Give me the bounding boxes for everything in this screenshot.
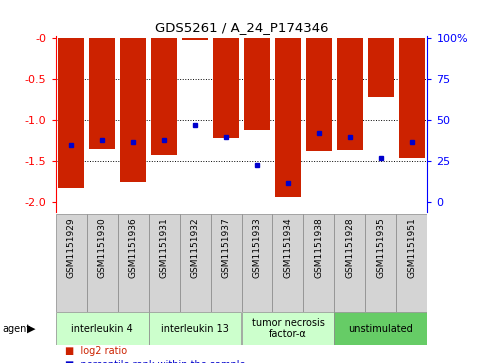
Bar bbox=[211, 214, 242, 312]
Bar bbox=[242, 312, 334, 345]
Bar bbox=[56, 312, 149, 345]
Bar bbox=[58, 38, 84, 188]
Bar bbox=[334, 312, 427, 345]
Text: GSM1151930: GSM1151930 bbox=[98, 217, 107, 278]
Text: GSM1151933: GSM1151933 bbox=[253, 217, 261, 278]
Bar bbox=[117, 214, 149, 312]
Bar bbox=[397, 214, 427, 312]
Bar bbox=[368, 38, 394, 97]
Bar bbox=[151, 38, 177, 155]
Title: GDS5261 / A_24_P174346: GDS5261 / A_24_P174346 bbox=[155, 21, 328, 34]
Text: GSM1151931: GSM1151931 bbox=[159, 217, 169, 278]
Bar bbox=[120, 38, 146, 182]
Text: GSM1151934: GSM1151934 bbox=[284, 217, 293, 278]
Bar bbox=[56, 214, 86, 312]
Text: GSM1151937: GSM1151937 bbox=[222, 217, 230, 278]
Bar bbox=[366, 214, 397, 312]
Text: tumor necrosis
factor-α: tumor necrosis factor-α bbox=[252, 318, 325, 339]
Bar bbox=[89, 38, 115, 149]
Bar bbox=[306, 38, 332, 151]
Bar bbox=[242, 214, 272, 312]
Text: interleukin 13: interleukin 13 bbox=[161, 323, 229, 334]
Bar bbox=[275, 38, 301, 197]
Bar bbox=[180, 214, 211, 312]
Bar bbox=[334, 214, 366, 312]
Text: GSM1151936: GSM1151936 bbox=[128, 217, 138, 278]
Text: ■  log2 ratio: ■ log2 ratio bbox=[65, 346, 128, 356]
Text: interleukin 4: interleukin 4 bbox=[71, 323, 133, 334]
Text: GSM1151932: GSM1151932 bbox=[190, 217, 199, 278]
Bar bbox=[86, 214, 117, 312]
Text: unstimulated: unstimulated bbox=[349, 323, 413, 334]
Bar bbox=[399, 38, 425, 158]
Bar bbox=[149, 214, 180, 312]
Bar bbox=[337, 38, 363, 150]
Bar bbox=[213, 38, 239, 138]
Text: ▶: ▶ bbox=[27, 323, 35, 334]
Text: agent: agent bbox=[2, 323, 30, 334]
Text: ■  percentile rank within the sample: ■ percentile rank within the sample bbox=[65, 360, 246, 363]
Text: GSM1151938: GSM1151938 bbox=[314, 217, 324, 278]
Bar bbox=[244, 38, 270, 130]
Bar bbox=[149, 312, 242, 345]
Text: GSM1151929: GSM1151929 bbox=[67, 217, 75, 278]
Text: GSM1151928: GSM1151928 bbox=[345, 217, 355, 278]
Bar bbox=[272, 214, 303, 312]
Text: GSM1151951: GSM1151951 bbox=[408, 217, 416, 278]
Bar bbox=[303, 214, 334, 312]
Bar bbox=[182, 38, 208, 40]
Text: GSM1151935: GSM1151935 bbox=[376, 217, 385, 278]
